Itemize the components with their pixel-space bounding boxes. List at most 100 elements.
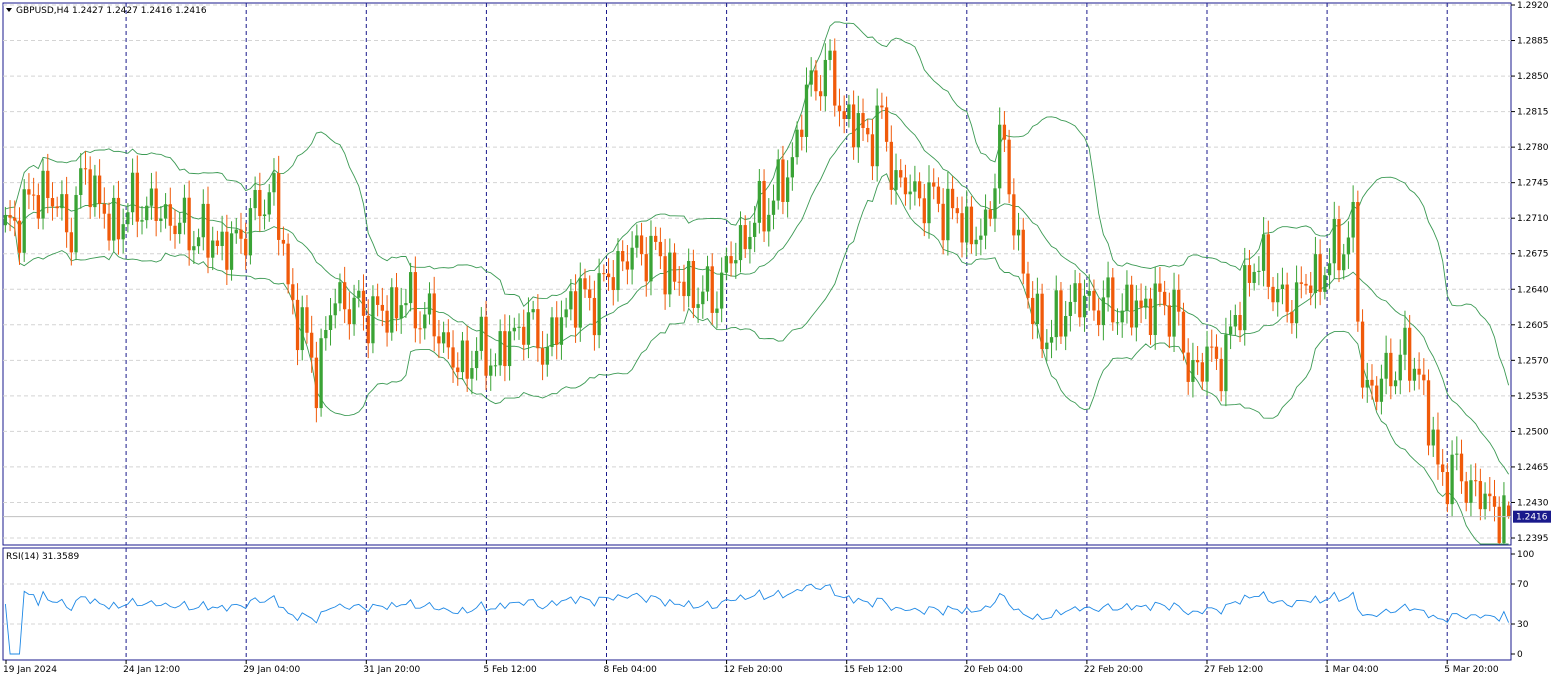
bull-candle[interactable] (408, 262, 413, 312)
bear-candle[interactable] (729, 241, 733, 277)
bull-candle[interactable] (635, 224, 639, 258)
bull-candle[interactable] (1233, 304, 1237, 336)
bull-candle[interactable] (79, 152, 83, 209)
bull-candle[interactable] (1313, 236, 1318, 309)
bull-candle[interactable] (809, 57, 813, 97)
bear-candle[interactable] (621, 240, 625, 272)
bear-candle[interactable] (555, 301, 559, 360)
bear-candle[interactable] (97, 159, 102, 219)
bear-candle[interactable] (583, 268, 587, 298)
bull-candle[interactable] (390, 278, 394, 341)
bear-candle[interactable] (1219, 347, 1223, 402)
bear-candle[interactable] (206, 186, 210, 274)
bear-candle[interactable] (1266, 220, 1270, 300)
bear-candle[interactable] (380, 287, 385, 327)
bear-candle[interactable] (658, 227, 663, 270)
bull-candle[interactable] (498, 319, 502, 376)
bull-candle[interactable] (211, 226, 215, 271)
bear-candle[interactable] (522, 309, 526, 361)
bear-candle[interactable] (154, 171, 158, 237)
bull-candle[interactable] (908, 174, 912, 210)
bear-candle[interactable] (691, 249, 696, 319)
bear-candle[interactable] (611, 260, 615, 306)
bear-candle[interactable] (654, 226, 658, 251)
bear-candle[interactable] (225, 214, 229, 286)
bear-candle[interactable] (1002, 111, 1007, 152)
bear-candle[interactable] (1488, 476, 1492, 512)
bear-candle[interactable] (1210, 329, 1214, 362)
bull-candle[interactable] (1261, 217, 1266, 287)
bull-candle[interactable] (149, 172, 154, 220)
bull-candle[interactable] (1101, 280, 1106, 341)
bull-candle[interactable] (1379, 364, 1384, 415)
bear-candle[interactable] (988, 201, 992, 227)
bull-candle[interactable] (578, 262, 582, 342)
bull-candle[interactable] (776, 149, 780, 210)
bear-candle[interactable] (762, 169, 766, 242)
bull-candle[interactable] (630, 231, 634, 285)
bull-candle[interactable] (262, 199, 267, 230)
bear-candle[interactable] (1031, 281, 1035, 340)
bull-candle[interactable] (1172, 272, 1176, 352)
bear-candle[interactable] (842, 95, 846, 134)
bear-candle[interactable] (941, 188, 945, 255)
bear-candle[interactable] (394, 272, 399, 332)
bear-candle[interactable] (1167, 292, 1171, 349)
bull-candle[interactable] (752, 205, 757, 253)
bull-candle[interactable] (1106, 261, 1110, 312)
bull-candle[interactable] (489, 348, 493, 391)
bull-candle[interactable] (159, 206, 163, 233)
bull-candle[interactable] (545, 333, 549, 377)
bull-candle[interactable] (757, 169, 762, 234)
bull-candle[interactable] (1125, 270, 1129, 324)
bull-candle[interactable] (1045, 329, 1049, 362)
bull-candle[interactable] (479, 307, 483, 360)
bull-candle[interactable] (790, 142, 794, 191)
bear-candle[interactable] (781, 145, 785, 215)
bull-candle[interactable] (1049, 319, 1054, 359)
bull-candle[interactable] (163, 193, 168, 229)
bull-candle[interactable] (1483, 482, 1487, 520)
bear-candle[interactable] (281, 226, 286, 256)
bear-candle[interactable] (602, 264, 606, 282)
bull-candle[interactable] (1016, 212, 1021, 251)
bear-candle[interactable] (889, 125, 893, 205)
bull-candle[interactable] (965, 190, 969, 258)
bear-candle[interactable] (173, 209, 177, 249)
bull-candle[interactable] (569, 279, 573, 321)
bull-candle[interactable] (1054, 275, 1058, 351)
bear-candle[interactable] (1012, 178, 1016, 250)
bull-candle[interactable] (1403, 310, 1407, 371)
bear-candle[interactable] (955, 196, 959, 224)
bull-candle[interactable] (112, 185, 116, 252)
bull-candle[interactable] (715, 291, 719, 329)
bull-candle[interactable] (998, 107, 1002, 204)
bear-candle[interactable] (1360, 309, 1365, 399)
bull-candle[interactable] (470, 350, 474, 395)
bull-candle[interactable] (93, 164, 97, 217)
bear-candle[interactable] (244, 222, 248, 270)
bear-candle[interactable] (899, 159, 903, 188)
bear-candle[interactable] (814, 60, 818, 101)
bear-candle[interactable] (1506, 501, 1511, 519)
bull-candle[interactable] (616, 238, 620, 302)
bull-candle[interactable] (785, 160, 790, 218)
bear-candle[interactable] (446, 319, 450, 360)
bear-candle[interactable] (1497, 496, 1501, 544)
chart-menu-triangle-icon[interactable] (6, 8, 12, 12)
bull-candle[interactable] (1082, 279, 1087, 332)
bear-candle[interactable] (917, 172, 922, 207)
bull-candle[interactable] (1384, 335, 1388, 395)
bear-candle[interactable] (1059, 281, 1063, 345)
bear-candle[interactable] (432, 276, 436, 352)
bear-candle[interactable] (83, 151, 88, 185)
bull-candle[interactable] (1087, 274, 1091, 311)
bull-candle[interactable] (983, 194, 988, 250)
bull-candle[interactable] (1120, 293, 1124, 338)
bear-candle[interactable] (286, 233, 290, 294)
bear-candle[interactable] (1426, 369, 1431, 456)
bear-candle[interactable] (1111, 267, 1115, 331)
bear-candle[interactable] (639, 222, 644, 266)
bear-candle[interactable] (682, 264, 686, 312)
